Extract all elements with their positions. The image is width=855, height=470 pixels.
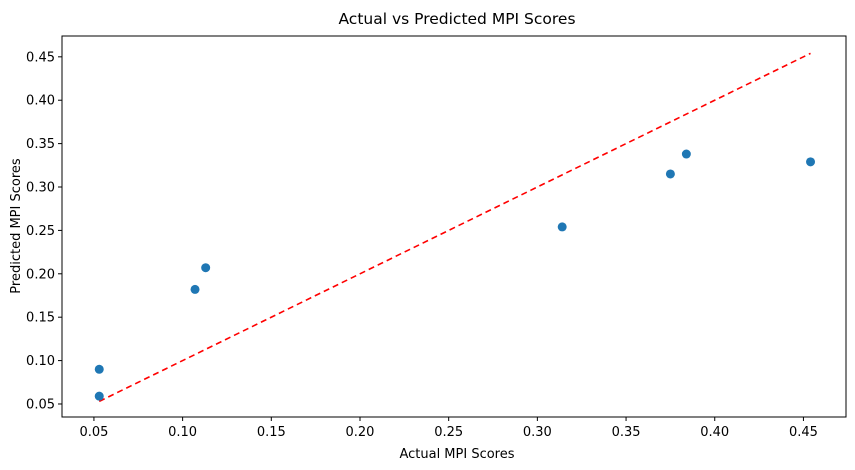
x-tick-label: 0.05 xyxy=(79,425,108,440)
data-point-8 xyxy=(806,157,816,167)
y-tick-label: 0.40 xyxy=(26,94,55,109)
x-tick-label: 0.15 xyxy=(257,425,286,440)
y-tick-label: 0.10 xyxy=(26,354,55,369)
x-axis-label: Actual MPI Scores xyxy=(399,447,514,462)
x-tick-label: 0.30 xyxy=(523,425,552,440)
data-point-7 xyxy=(681,149,691,159)
y-tick-label: 0.25 xyxy=(26,224,55,239)
y-axis-label: Predicted MPI Scores xyxy=(9,158,24,294)
y-tick-label: 0.30 xyxy=(26,181,55,196)
x-tick-label: 0.20 xyxy=(346,425,375,440)
plot-area xyxy=(94,52,816,403)
x-tick-label: 0.10 xyxy=(168,425,197,440)
data-points xyxy=(94,149,816,401)
y-tick-label: 0.35 xyxy=(26,137,55,152)
reference-line xyxy=(98,52,811,403)
data-point-1 xyxy=(94,391,104,401)
y-tick-label: 0.20 xyxy=(26,267,55,282)
data-point-4 xyxy=(201,263,211,273)
x-tick-label: 0.40 xyxy=(700,425,729,440)
data-point-5 xyxy=(557,222,567,232)
y-tick-label: 0.45 xyxy=(26,50,55,65)
x-axis-ticks: 0.05 0.10 0.15 0.20 0.25 0.30 0.35 0.40 0.45 xyxy=(79,417,818,440)
data-point-3 xyxy=(190,284,200,294)
y-axis-ticks: 0.05 0.10 0.15 0.20 0.25 0.30 0.35 0.40 0.45 xyxy=(26,50,62,412)
data-point-6 xyxy=(665,169,675,179)
plot-frame xyxy=(61,35,847,418)
x-tick-label: 0.25 xyxy=(434,425,463,440)
chart-title: Actual vs Predicted MPI Scores xyxy=(338,10,575,28)
x-tick-label: 0.35 xyxy=(612,425,641,440)
y-tick-label: 0.15 xyxy=(26,311,55,326)
y-tick-label: 0.05 xyxy=(26,397,55,412)
x-tick-label: 0.45 xyxy=(789,425,818,440)
data-point-2 xyxy=(94,364,104,374)
